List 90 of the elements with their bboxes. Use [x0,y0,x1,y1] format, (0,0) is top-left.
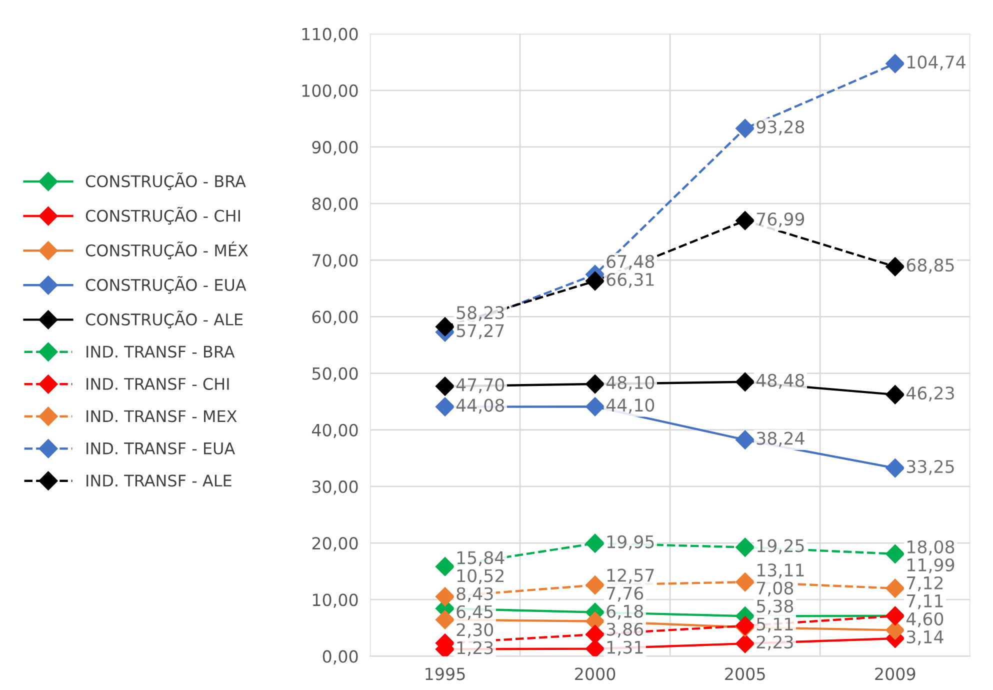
data-label: 48,10 [606,376,654,391]
legend-label: CONSTRUÇÃO - MÉX [86,241,248,260]
data-label: 6,45 [456,605,493,620]
point [435,557,455,576]
y-tick-label: 10,00 [313,594,358,608]
point [736,211,755,230]
data-label: 68,85 [906,258,954,274]
data-label: 3,86 [606,622,644,638]
data-label: 104,74 [908,55,966,70]
data-label: 38,24 [756,432,804,447]
point [736,538,755,557]
point [736,118,755,138]
point [736,372,755,392]
data-label: 2,23 [756,635,793,650]
y-tick-label: 60,00 [312,310,358,325]
point [586,576,605,595]
point [886,54,905,74]
point [886,544,905,564]
x-tick-label: 2000 [575,668,616,680]
legend-label: IND. TRANSF - MEX [86,410,237,422]
data-label: 46,23 [906,386,954,402]
point [586,534,605,553]
data-label: 5,11 [756,618,793,632]
data-label: 12,57 [607,568,654,584]
data-label: 44,08 [456,398,504,414]
x-tick-label: 2009 [875,668,916,680]
y-tick-label: 100,00 [302,84,358,99]
data-label: 13,11 [758,563,804,578]
data-label: 19,95 [607,535,654,550]
point [886,458,905,478]
x-tick-label: 2005 [725,668,765,680]
y-tick-label: 90,00 [312,140,358,156]
data-label: 7,11 [907,594,943,610]
data-label: 7,76 [606,586,644,602]
data-label: 58,23 [456,306,504,321]
data-label: 7,12 [907,576,943,592]
point [886,257,905,276]
data-label: 11,99 [908,558,954,574]
data-label: 18,08 [908,540,954,556]
data-label: 48,48 [756,374,804,389]
data-label: 8,43 [456,587,493,602]
point [435,317,455,336]
y-tick-label: 20,00 [312,536,358,552]
data-label: 93,28 [756,120,804,136]
data-label: 33,25 [906,460,954,475]
y-tick-label: 0,00 [322,650,358,664]
data-label: 5,38 [756,599,794,614]
legend-label: IND. TRANSF - BRA [86,346,235,358]
data-label: 67,48 [606,254,654,270]
data-label: 2,30 [456,623,494,638]
point [586,397,605,416]
data-label: 10,52 [457,569,504,584]
legend-label: CONSTRUÇÃO - EUA [86,276,246,294]
data-label: 3,14 [906,630,944,646]
data-label: 7,08 [757,581,794,596]
point [586,271,605,291]
point [586,374,605,394]
legend-label: CONSTRUÇÃO - BRA [86,172,246,190]
point [736,572,755,592]
legend-label: CONSTRUÇÃO - CHI [86,206,240,225]
point [736,634,755,654]
data-label: 47,70 [456,378,504,394]
y-tick-label: 30,00 [312,480,358,495]
point [435,610,455,630]
legend-label: CONSTRUÇÃO - ALE [86,310,243,328]
data-label: 44,10 [606,398,654,414]
data-label: 76,99 [757,212,804,228]
point [886,385,905,404]
point [435,397,455,416]
x-tick-label: 1995 [426,668,465,680]
y-tick-label: 40,00 [312,424,358,438]
data-label: 57,27 [456,324,504,339]
y-tick-label: 50,00 [312,367,358,382]
point [435,587,455,606]
data-label: 4,60 [906,612,944,628]
y-tick-label: 80,00 [312,198,358,212]
y-tick-label: 70,00 [312,254,358,268]
point [736,430,755,450]
data-label: 1,23 [457,641,493,656]
legend-label: IND. TRANSF - ALE [86,474,232,487]
data-label: 6,18 [606,604,644,620]
legend-label: IND. TRANSF - CHI [86,378,229,390]
y-tick-label: 110,00 [302,28,358,42]
point [435,376,455,396]
data-label: 15,84 [457,551,504,566]
data-label: 1,31 [607,640,643,656]
data-label: 19,25 [758,539,804,554]
data-label: 66,31 [606,272,654,288]
point [886,578,905,598]
legend-label: IND. TRANSF - EUA [86,442,236,454]
